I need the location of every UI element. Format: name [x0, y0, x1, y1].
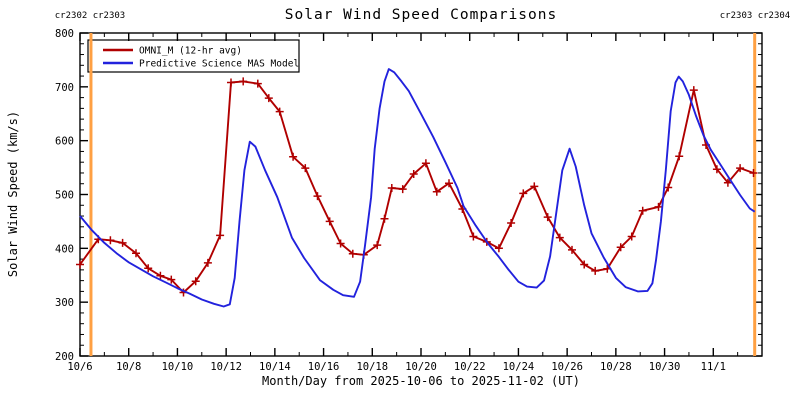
x-tick-label: 10/8 — [116, 361, 141, 373]
y-tick-label: 200 — [55, 351, 74, 363]
legend-label-omni: OMNI_M (12-hr avg) — [139, 46, 242, 57]
page-title: Solar Wind Speed Comparisons — [285, 7, 557, 23]
y-tick-label: 300 — [55, 297, 74, 309]
x-tick-label: 10/24 — [503, 361, 535, 373]
series-line-mas — [79, 68, 756, 308]
axes: 200 300 400 500 600 700 800 10/6 10/8 10/10 10/12 1… — [55, 28, 763, 373]
x-tick-label: 10/16 — [308, 361, 340, 373]
data-series — [76, 68, 758, 308]
x-tick-label: 10/22 — [454, 361, 486, 373]
x-tick-label: 10/26 — [551, 361, 583, 373]
carrington-lines — [89, 33, 757, 356]
x-tick-label: 10/6 — [67, 361, 92, 373]
x-tick-label: 10/30 — [649, 361, 681, 373]
series-markers-omni — [76, 77, 758, 297]
plot-frame — [79, 32, 763, 357]
y-tick-label: 800 — [55, 28, 74, 40]
y-axis-label: Solar Wind Speed (km/s) — [6, 111, 20, 277]
x-tick-label: 10/18 — [356, 361, 388, 373]
x-tick-label: 10/10 — [162, 361, 194, 373]
legend: OMNI_M (12-hr avg) Predictive Science MA… — [87, 39, 300, 73]
legend-label-mas: Predictive Science MAS Model — [139, 59, 299, 70]
y-tick-label: 500 — [55, 190, 74, 202]
x-tick-label: 10/14 — [259, 361, 291, 373]
y-tick-label: 600 — [55, 136, 74, 148]
x-tick-label: 10/12 — [210, 361, 242, 373]
carrington-label-left: cr2302 cr2303 — [55, 11, 125, 21]
x-tick-label: 10/28 — [600, 361, 632, 373]
carrington-label-right: cr2303 cr2304 — [720, 11, 790, 21]
x-axis-label: Month/Day from 2025-10-06 to 2025-11-02 … — [262, 374, 580, 388]
y-tick-label: 700 — [55, 82, 74, 94]
legend-box — [87, 39, 300, 73]
series-line-omni — [79, 80, 754, 294]
x-tick-label: 10/20 — [405, 361, 437, 373]
x-tick-label: 11/1 — [701, 361, 726, 373]
y-tick-label: 400 — [55, 243, 74, 255]
